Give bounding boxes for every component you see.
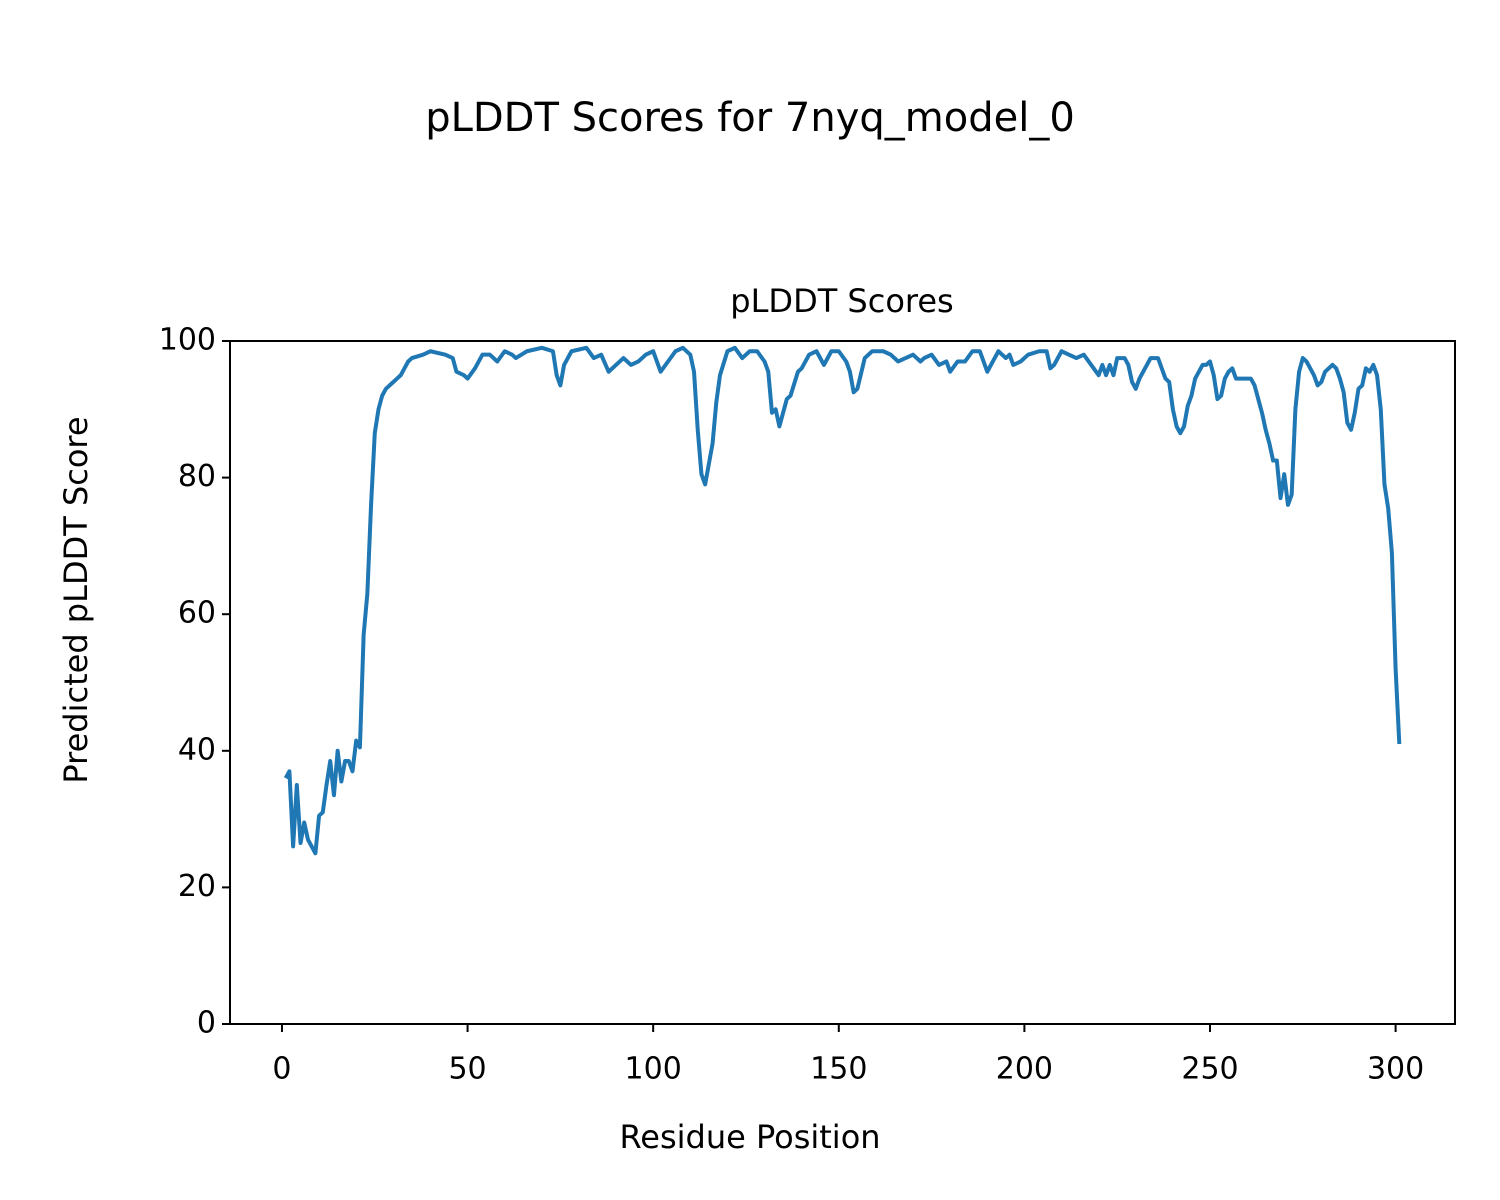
data-line [283,345,1402,856]
y-tick-label: 40 [178,732,216,767]
x-tick-label: 0 [272,1052,291,1087]
y-tick-label: 100 [159,323,216,358]
x-tick-label: 250 [1181,1052,1238,1087]
x-tick-label: 150 [810,1052,867,1087]
y-tick-label: 20 [178,869,216,904]
axes-frame [229,340,1456,1025]
x-tick-label: 50 [448,1052,486,1087]
y-tick-label: 60 [178,596,216,631]
y-tick-label: 80 [178,459,216,494]
plot-area [283,345,1402,856]
x-tick-label: 300 [1367,1052,1424,1087]
x-tick-label: 100 [625,1052,682,1087]
axes-title: pLDDT Scores [730,282,953,320]
chart-title: pLDDT Scores for 7nyq_model_0 [425,95,1075,141]
x-tick-label: 200 [996,1052,1053,1087]
x-axis-label: Residue Position [619,1118,880,1156]
y-tick-label: 0 [197,1006,216,1041]
y-axis-label: Predicted pLDDT Score [57,416,95,783]
